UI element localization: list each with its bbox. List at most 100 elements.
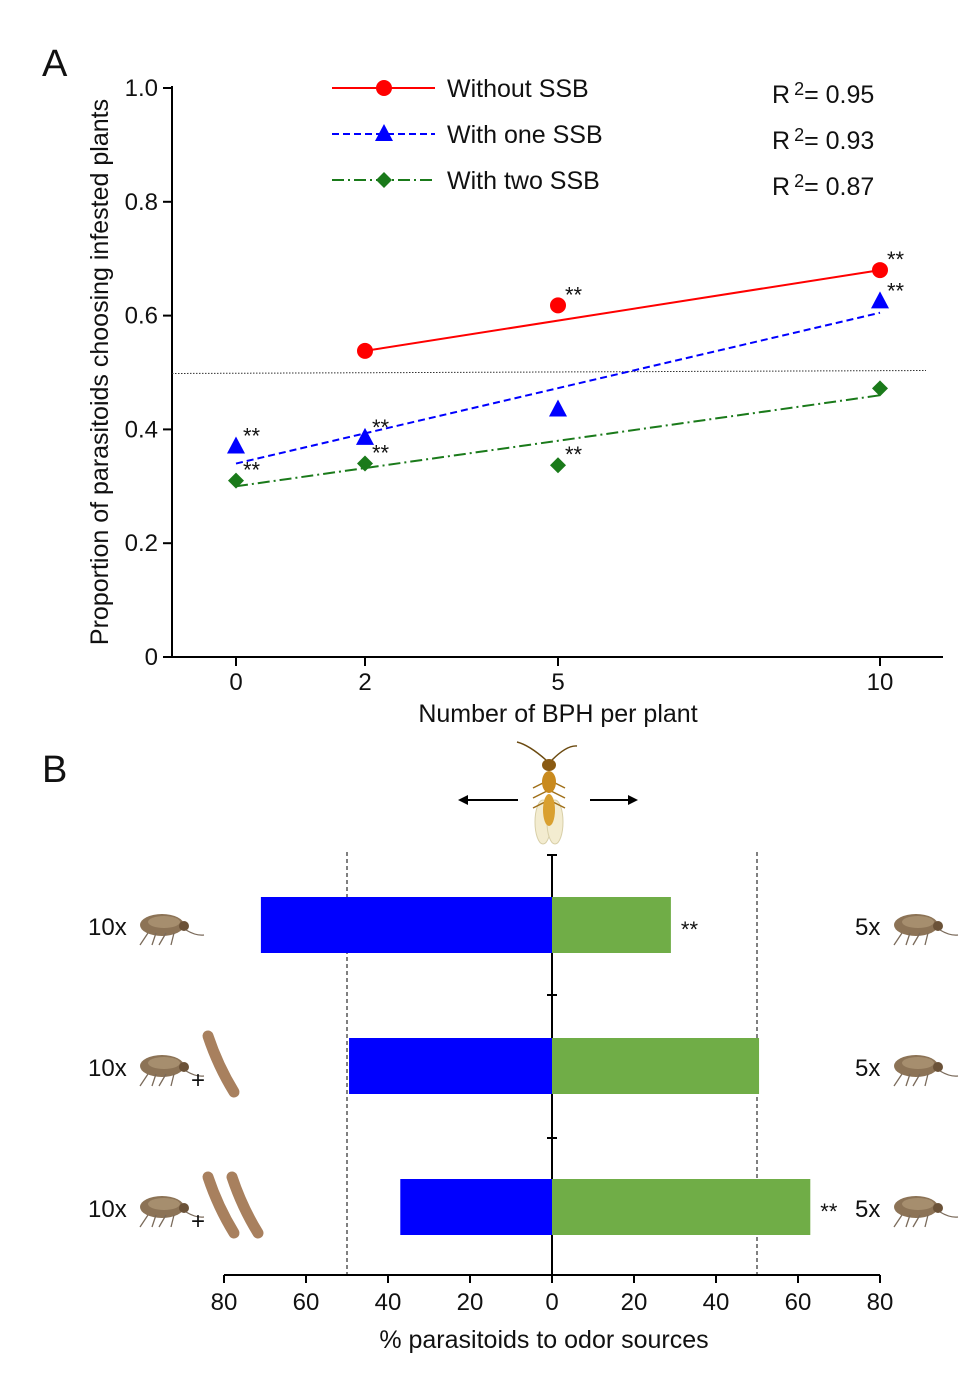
stem-borer-icon — [202, 1171, 240, 1239]
insect-wing — [148, 1057, 180, 1069]
y-tick-label: 0.6 — [125, 303, 158, 330]
odor-source-right-label: 5x — [855, 914, 880, 941]
bar-row: ** 10x 5x — [88, 897, 959, 953]
insect-leg — [139, 1073, 149, 1087]
insect-leg — [151, 1214, 157, 1228]
arrow-right-head — [628, 795, 638, 805]
x-tick-label: 0 — [545, 1289, 558, 1316]
fit-line — [364, 269, 881, 352]
antenna — [551, 745, 578, 761]
marker-triangle — [549, 399, 567, 417]
insect-leg — [139, 1214, 149, 1228]
panel-label-b: B — [42, 749, 67, 791]
plus-sign: + — [191, 1208, 205, 1235]
insect-leg — [139, 932, 149, 946]
insect-leg — [939, 1211, 959, 1218]
marker-circle — [357, 342, 373, 359]
stem-borer-icon — [202, 1030, 240, 1098]
series-without-ssb: ** ** Without SSB R 2= 0.95 — [332, 75, 905, 359]
x-tick-label: 0 — [229, 669, 242, 696]
insect-leg — [158, 1214, 167, 1228]
marker-circle — [872, 262, 888, 279]
insect-leg — [170, 932, 175, 946]
insect-leg — [905, 932, 911, 946]
insect-leg — [893, 1073, 903, 1087]
legend-label: With two SSB — [447, 167, 600, 195]
stem-borer-icon — [226, 1171, 264, 1239]
x-tick-label: 10 — [867, 669, 894, 696]
bar-left — [349, 1038, 552, 1094]
insect-leg — [905, 1214, 911, 1228]
bar-left — [400, 1179, 552, 1235]
insect-leg — [151, 932, 157, 946]
x-tick-label: 80 — [211, 1289, 238, 1316]
r-squared-label: R 2= 0.87 — [772, 171, 874, 201]
insect-leg — [939, 1070, 959, 1077]
x-tick-label: 40 — [703, 1289, 730, 1316]
insect-head — [933, 1203, 943, 1213]
parasitoid-wasp-icon — [458, 741, 638, 845]
y-axis-label: Proportion of parasitoids choosing infes… — [86, 99, 114, 645]
y-tick-label: 0.2 — [125, 530, 158, 557]
insect-leg — [893, 932, 903, 946]
x-tick-label: 60 — [293, 1289, 320, 1316]
odor-source-left-label: 10x — [88, 914, 127, 941]
significance-label: ** — [372, 415, 390, 440]
insect-wing — [148, 1198, 180, 1210]
panel-a: 0 0.2 0.4 0.6 0.8 1.0 0 2 5 10 Number of BPH per p… — [86, 75, 943, 728]
marker-triangle — [227, 436, 245, 454]
x-tick-label: 60 — [785, 1289, 812, 1316]
x-tick-label: 20 — [621, 1289, 648, 1316]
marker-triangle — [871, 291, 889, 309]
head — [542, 759, 556, 771]
x-tick-label: 5 — [551, 669, 564, 696]
marker-diamond — [550, 457, 566, 474]
insect-leg — [170, 1214, 175, 1228]
thorax — [542, 771, 556, 793]
insect-leg — [912, 1214, 921, 1228]
marker-circle — [550, 297, 566, 314]
panel-label-a: A — [42, 43, 68, 85]
insect-wing — [902, 1057, 934, 1069]
significance-label: ** — [372, 441, 390, 466]
insect-wing — [902, 1198, 934, 1210]
x-tick-label: 20 — [457, 1289, 484, 1316]
y-tick-label: 0.4 — [125, 416, 158, 443]
reference-line — [171, 370, 927, 374]
marker-diamond — [872, 380, 888, 397]
planthopper-icon — [139, 914, 205, 946]
bar-right — [552, 897, 671, 953]
significance-label: ** — [565, 442, 583, 467]
insect-head — [933, 1062, 943, 1072]
insect-leg — [170, 1073, 175, 1087]
marker-diamond — [376, 172, 392, 188]
legend-label: With one SSB — [447, 121, 603, 149]
bar-right — [552, 1179, 811, 1235]
y-tick-label: 0 — [145, 644, 158, 671]
insect-leg — [912, 1073, 921, 1087]
insect-leg — [924, 1214, 929, 1228]
insect-leg — [912, 932, 921, 946]
marker-diamond — [357, 455, 373, 472]
odor-source-right-label: 5x — [855, 1196, 880, 1223]
marker-diamond — [228, 472, 244, 489]
planthopper-icon — [893, 1055, 959, 1087]
insect-leg — [158, 932, 167, 946]
legend-label: Without SSB — [447, 75, 589, 103]
significance-label: ** — [243, 423, 261, 448]
planthopper-icon — [893, 1196, 959, 1228]
fit-line — [235, 311, 881, 465]
y-tick-label: 0.8 — [125, 189, 158, 216]
y-tick-label: 1.0 — [125, 75, 158, 102]
bar-row: ** 10x +5x — [88, 1171, 959, 1239]
insect-head — [179, 921, 189, 931]
insect-head — [179, 1062, 189, 1072]
insect-leg — [905, 1073, 911, 1087]
x-tick-label: 2 — [358, 669, 371, 696]
panel-b: 80 60 40 20 0 20 40 60 80 % parasitoids to odor s… — [88, 852, 959, 1354]
insect-leg — [158, 1073, 167, 1087]
r-squared-label: R 2= 0.95 — [772, 79, 874, 109]
insect-wing — [148, 916, 180, 928]
insect-head — [179, 1203, 189, 1213]
r-squared-label: R 2= 0.93 — [772, 125, 874, 155]
